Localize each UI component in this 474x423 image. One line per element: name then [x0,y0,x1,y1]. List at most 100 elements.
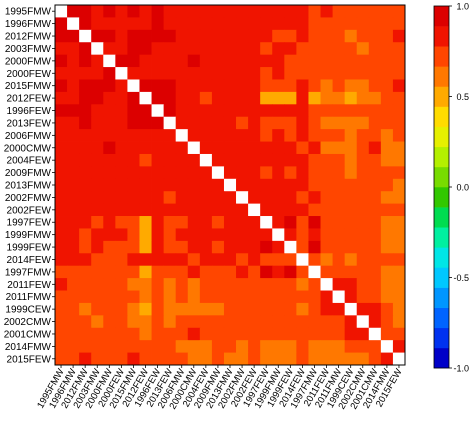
heatmap-cell [103,54,116,68]
heatmap-cell [199,265,213,279]
heatmap-cell [392,178,406,192]
heatmap-cell [248,153,261,167]
colorbar-segment [434,307,449,329]
heatmap-cell [260,327,273,341]
heatmap-cell [187,265,201,279]
heatmap-cell [127,29,140,43]
heatmap-cell [151,327,165,341]
heatmap-cell [248,166,261,180]
heatmap-cell [103,216,116,229]
heatmap-cell [79,91,92,105]
heatmap-cells [55,5,406,366]
heatmap-cell [91,54,104,68]
heatmap-cell [211,265,225,279]
heatmap-cell [236,352,249,366]
heatmap-cell [115,302,128,316]
heatmap-cell [163,302,177,316]
heatmap-cell [163,54,177,68]
heatmap-cell [284,79,297,93]
heatmap-cell [151,79,165,93]
y-tick-label: 2011FMW [6,292,52,303]
heatmap-cell [380,302,394,316]
heatmap-cell [175,315,189,329]
heatmap-cell [260,54,273,68]
heatmap-cell [127,54,140,68]
heatmap-cell [79,178,92,192]
heatmap-cell [151,29,165,43]
heatmap-cell [344,5,358,18]
heatmap-cell [139,104,152,118]
heatmap-cell [175,340,189,353]
heatmap-cell [344,315,358,329]
heatmap-cell [187,153,201,167]
heatmap-cell [296,290,309,304]
heatmap-cell [163,265,177,279]
heatmap-cell [67,5,80,18]
heatmap-cell [344,290,358,304]
heatmap-cell [344,240,358,254]
heatmap-cell [223,166,237,180]
heatmap-cell [356,240,370,254]
heatmap-cell [55,5,68,18]
heatmap-cell [392,54,406,68]
heatmap-cell [175,216,189,229]
heatmap-cell [187,104,201,118]
y-tick-label: 2015FMW [5,81,52,92]
heatmap-cell [187,54,201,68]
heatmap-cell [199,178,213,192]
heatmap-cell [211,129,225,142]
heatmap-cell [344,166,358,180]
heatmap-cell [67,240,80,254]
heatmap-cell [115,67,128,80]
heatmap-cell [139,216,152,229]
heatmap-cell [248,327,261,341]
heatmap-cell [344,253,358,267]
heatmap-cell [175,265,189,279]
heatmap-cell [296,302,309,316]
heatmap-cell [308,265,321,279]
heatmap-cell [211,79,225,93]
heatmap-cell [223,178,237,192]
heatmap-cell [248,216,261,229]
heatmap-cell [356,141,370,155]
heatmap-cell [380,54,394,68]
heatmap-cell [199,91,213,105]
heatmap-cell [368,79,382,93]
heatmap-cell [296,327,309,341]
heatmap-cell [103,178,116,192]
heatmap-cell [91,116,104,130]
heatmap-cell [284,104,297,118]
heatmap-cell [103,17,116,31]
heatmap-cell [151,253,165,267]
y-tick-label: 1999FMW [5,230,52,241]
heatmap-cell [344,228,358,242]
colorbar-segment [434,46,449,67]
heatmap-cell [187,191,201,205]
heatmap-cell [272,116,285,130]
heatmap-cell [236,42,249,56]
heatmap-cell [103,67,116,80]
heatmap-cell [67,153,80,167]
heatmap-cell [223,67,237,80]
heatmap-cell [103,91,116,105]
y-tick-label: 2002CMW [4,317,52,328]
heatmap-cell [211,278,225,291]
heatmap-cell [211,302,225,316]
heatmap-cell [392,290,406,304]
heatmap-cell [67,253,80,267]
heatmap-cell [55,315,68,329]
heatmap-cell [284,203,297,217]
heatmap-cell [392,5,406,18]
heatmap-cell [344,178,358,192]
heatmap-cell [211,17,225,31]
heatmap-cell [199,191,213,205]
heatmap-cell [199,153,213,167]
heatmap-cell [223,352,237,366]
heatmap-cell [332,178,346,192]
heatmap-cell [320,42,333,56]
heatmap-cell [211,166,225,180]
heatmap-cell [260,5,273,18]
heatmap-cell [368,91,382,105]
heatmap-cell [127,203,140,217]
heatmap-cell [67,228,80,242]
